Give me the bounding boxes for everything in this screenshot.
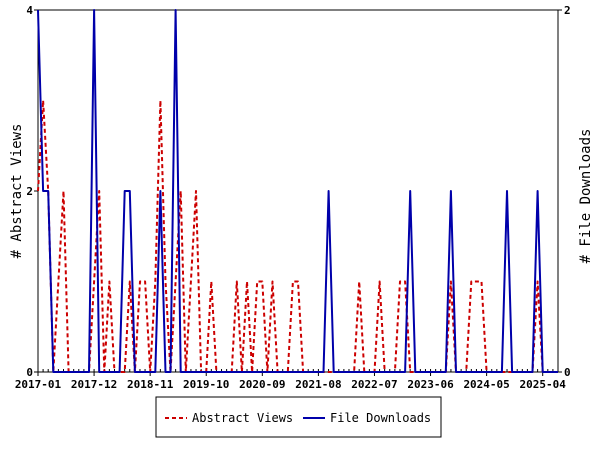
series-line-file-downloads <box>37 9 558 373</box>
x-axis: 2017-01 2017-12 2018-11 2019-10 2020-09 2021-… <box>15 372 566 391</box>
y-axis-right-title: # File Downloads <box>578 129 594 264</box>
x-tick-label: 2019-10 <box>183 378 229 391</box>
legend: Abstract Views File Downloads <box>155 396 442 438</box>
legend-box <box>155 396 442 438</box>
y-axis-right: 02 <box>558 4 571 379</box>
x-tick-label: 2024-05 <box>463 378 509 391</box>
series-group <box>37 9 558 373</box>
legend-label-abstract-views: Abstract Views <box>192 411 293 425</box>
y-axis-left-title: # Abstract Views <box>9 124 25 259</box>
x-tick-label: 2025-04 <box>520 378 567 391</box>
x-tick-label: 2018-11 <box>127 378 174 391</box>
y-left-tick-label: 4 <box>26 4 33 17</box>
y-right-tick-label: 0 <box>564 366 571 379</box>
x-tick-label: 2022-07 <box>351 378 397 391</box>
x-tick-label: 2021-08 <box>295 378 341 391</box>
x-tick-label: 2023-06 <box>407 378 454 391</box>
y-right-tick-label: 2 <box>564 4 571 17</box>
y-left-tick-label: 0 <box>26 366 33 379</box>
y-left-tick-label: 2 <box>26 185 33 198</box>
x-tick-label: 2020-09 <box>239 378 285 391</box>
plot-area <box>37 9 559 373</box>
y-axis-left: 0 2 4 <box>26 4 38 379</box>
legend-label-file-downloads: File Downloads <box>330 411 431 425</box>
x-tick-label: 2017-01 <box>15 378 62 391</box>
x-tick-label: 2017-12 <box>71 378 117 391</box>
